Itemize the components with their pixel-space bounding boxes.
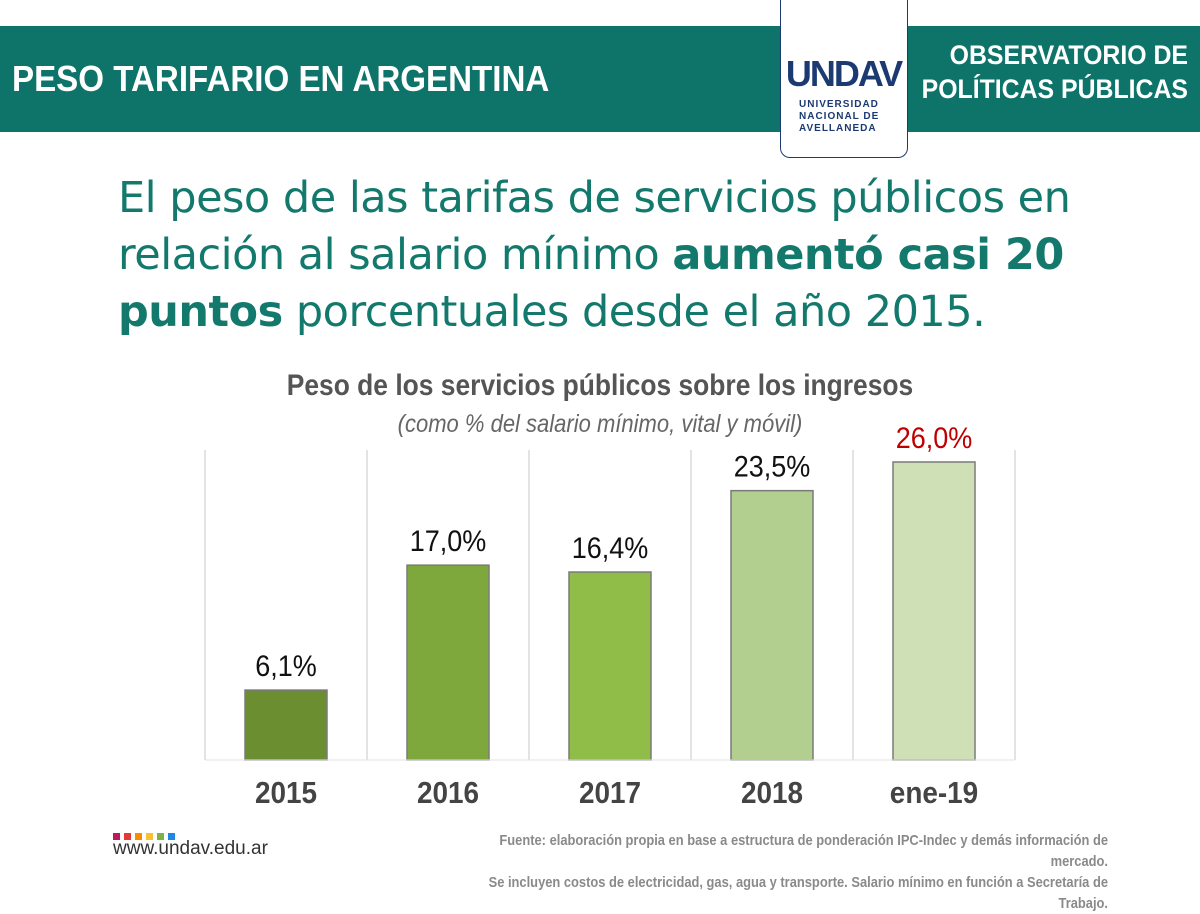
logo-line-1: UNIVERSIDAD (799, 99, 879, 110)
headline-bold: aumentó casi 20 puntos (118, 230, 1064, 337)
category-label: ene-19 (890, 776, 978, 811)
observatory-label: OBSERVATORIO DE POLÍTICAS PÚBLICAS (912, 38, 1188, 106)
data-label: 17,0% (410, 525, 486, 559)
logo-line-2: NACIONAL DE (799, 111, 880, 122)
bar-2018 (730, 489, 814, 761)
bar-2017 (568, 571, 652, 761)
website-link[interactable]: www.undav.edu.ar (113, 838, 268, 859)
data-label: 26,0% (896, 422, 972, 456)
chart-title: Peso de los servicios públicos sobre los… (286, 369, 914, 402)
logo-line-3: AVELLANEDA (799, 123, 877, 134)
headline-part-1: El peso de las tarifas de servicios públ… (118, 173, 1071, 280)
header-bar: PESO TARIFARIO EN ARGENTINA OBSERVATORIO… (0, 26, 1200, 132)
brand-dot (146, 833, 153, 840)
source-note: Fuente: elaboración propia en base a est… (454, 830, 1108, 914)
headline: El peso de las tarifas de servicios públ… (118, 170, 1118, 341)
headline-part-2: porcentuales desde el año 2015. (282, 287, 986, 337)
category-label: 2015 (255, 776, 317, 811)
category-label: 2018 (741, 776, 803, 811)
observatory-line-1: OBSERVATORIO DE (949, 40, 1188, 70)
category-label: 2017 (579, 776, 641, 811)
source-line-1: Fuente: elaboración propia en base a est… (499, 832, 1108, 870)
observatory-line-2: POLÍTICAS PÚBLICAS (921, 74, 1188, 104)
category-label: 2016 (417, 776, 479, 811)
source-line-2: Se incluyen costos de electricidad, gas,… (488, 874, 1108, 912)
logo-subtitle: UNIVERSIDAD NACIONAL DE AVELLANEDA (799, 99, 894, 135)
brand-color-dots (113, 827, 179, 840)
brand-dot (135, 833, 142, 840)
brand-dot (113, 833, 120, 840)
university-logo: UNDAV UNIVERSIDAD NACIONAL DE AVELLANEDA (780, 0, 908, 158)
bar-ene-19 (892, 461, 976, 761)
chart-subtitle: (como % del salario mínimo, vital y móvi… (397, 410, 803, 438)
brand-dot (168, 833, 175, 840)
brand-dot (157, 833, 164, 840)
brand-dot (124, 833, 131, 840)
data-label: 16,4% (572, 532, 648, 566)
data-label: 23,5% (734, 450, 810, 484)
page-title: PESO TARIFARIO EN ARGENTINA (12, 58, 550, 99)
logo-wordmark: UNDAV (785, 53, 903, 94)
bar-2015 (244, 689, 328, 761)
bar-2016 (406, 564, 490, 761)
data-label: 6,1% (255, 650, 316, 684)
